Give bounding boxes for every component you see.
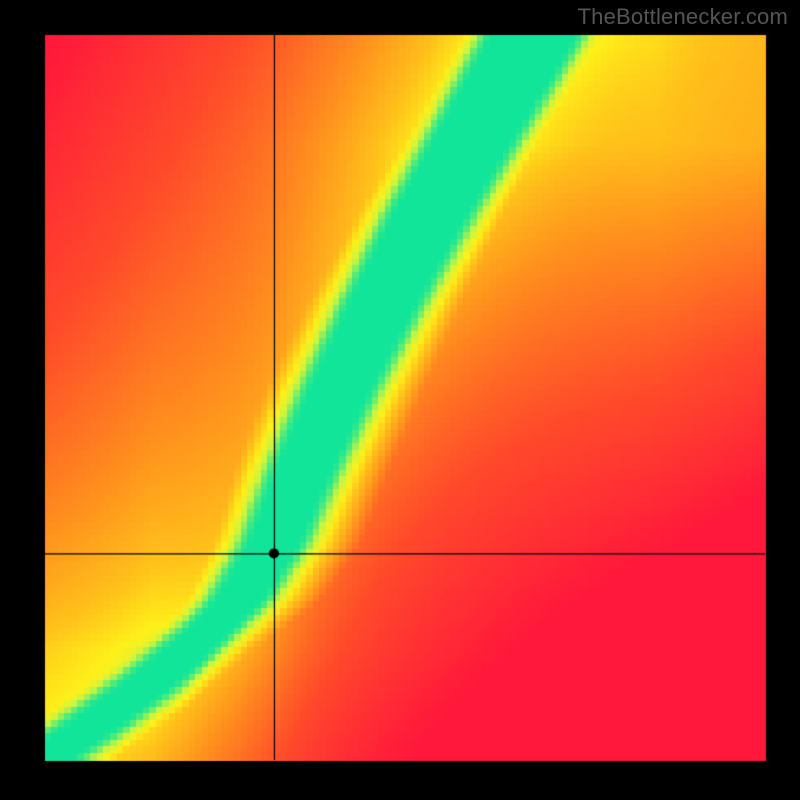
watermark-text: TheBottlenecker.com xyxy=(578,4,788,30)
bottleneck-heatmap xyxy=(0,0,800,800)
heatmap-container xyxy=(0,0,800,800)
